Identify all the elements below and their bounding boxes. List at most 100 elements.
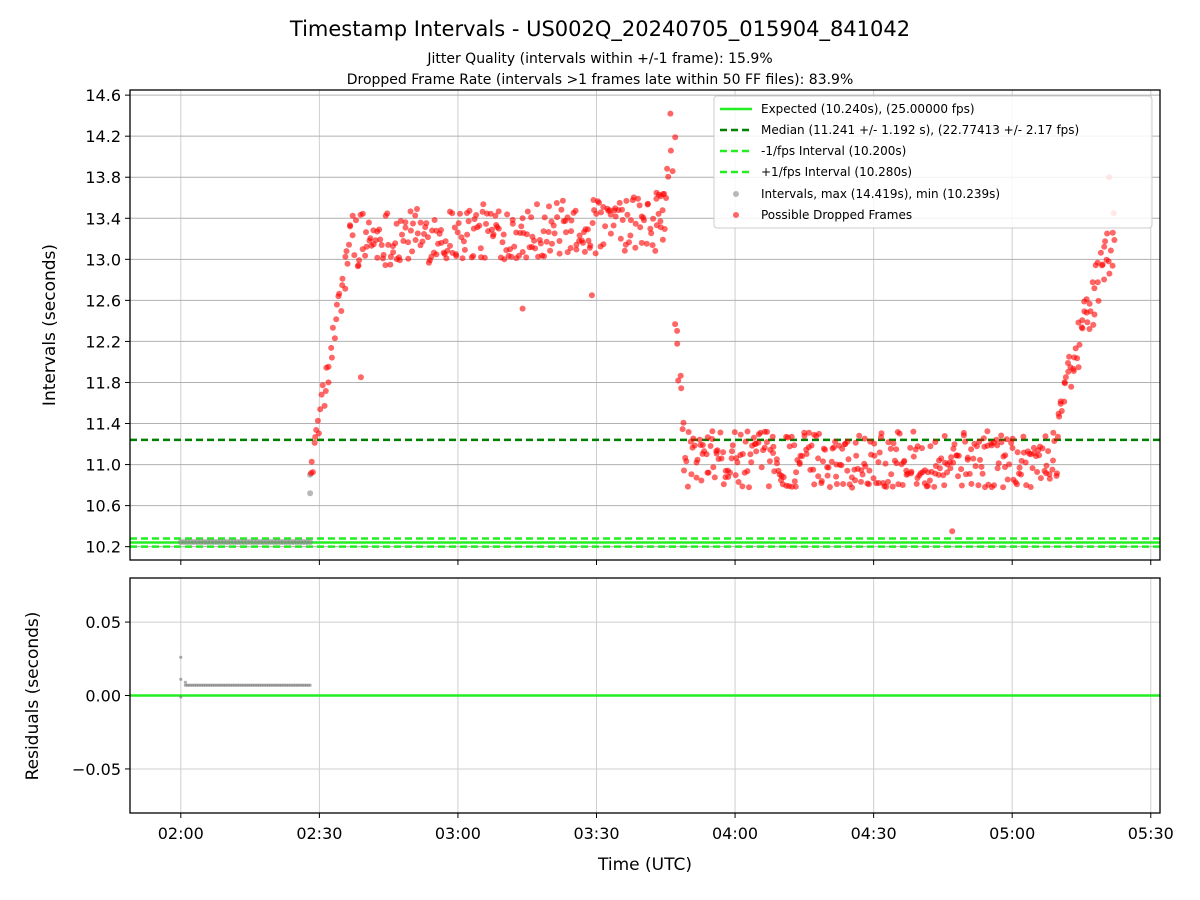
top-point-328 xyxy=(659,236,666,243)
top-point-495 xyxy=(845,456,852,463)
top-point-270 xyxy=(587,242,594,249)
top-point-394 xyxy=(731,429,738,436)
top-point-127 xyxy=(412,212,419,219)
top-point-177 xyxy=(473,212,480,218)
top-point-380 xyxy=(714,447,721,454)
top-point-302 xyxy=(627,217,634,224)
top-point-207 xyxy=(509,216,516,223)
top-point-500 xyxy=(852,439,859,446)
top-point-299 xyxy=(623,197,630,204)
top-point-566 xyxy=(926,477,933,484)
top-point-643 xyxy=(1014,449,1021,456)
top-point-133 xyxy=(419,238,426,245)
top-point-70 xyxy=(342,253,349,260)
bottom-y-tick-label-0: 0.05 xyxy=(85,613,121,632)
top-point-432 xyxy=(774,460,780,467)
top-point-340 xyxy=(669,168,676,175)
top-point-536 xyxy=(893,446,900,453)
top-point-548 xyxy=(907,444,914,451)
top-point-116 xyxy=(397,217,404,224)
top-point-130 xyxy=(414,230,421,237)
top-point-52 xyxy=(319,382,326,389)
top-point-100 xyxy=(378,242,385,248)
top-point-603 xyxy=(968,446,975,453)
top-point-471 xyxy=(818,478,825,484)
top-point-342 xyxy=(672,321,679,328)
top-point-624 xyxy=(993,436,1000,443)
top-point-362 xyxy=(694,456,701,463)
top-y-ticks: 10.2 10.6 11.0 11.4 11.8 12.2 12.6 13.0 13.4 13.8… xyxy=(85,86,130,557)
top-point-411 xyxy=(750,434,757,441)
top-point-136 xyxy=(423,220,430,227)
top-point-581 xyxy=(944,469,951,476)
top-point-679 xyxy=(1054,433,1061,440)
top-point-321 xyxy=(650,215,657,222)
top-point-452 xyxy=(796,461,803,467)
top-point-739 xyxy=(519,305,526,312)
top-point-62 xyxy=(333,316,340,323)
top-point-354 xyxy=(685,429,692,435)
top-point-422 xyxy=(764,428,770,435)
top-plot-frame xyxy=(129,89,1161,561)
top-point-709 xyxy=(1084,319,1091,326)
top-point-123 xyxy=(407,208,414,215)
top-point-724 xyxy=(1101,276,1108,283)
top-point-551 xyxy=(910,428,917,435)
top-point-712 xyxy=(1087,308,1094,315)
bottom-x-tick-label-1: 02:30 xyxy=(296,824,342,843)
top-point-485 xyxy=(833,481,840,487)
top-point-414 xyxy=(753,448,760,455)
top-point-189 xyxy=(488,226,495,233)
top-y-tick-label-1: 10.6 xyxy=(85,497,121,516)
top-point-346 xyxy=(677,372,684,379)
top-point-180 xyxy=(477,245,484,252)
top-point-205 xyxy=(508,253,515,260)
top-point-58 xyxy=(328,344,335,351)
top-point-391 xyxy=(728,455,735,462)
top-point-329 xyxy=(659,207,666,214)
top-point-245 xyxy=(556,250,563,257)
top-point-390 xyxy=(727,469,733,476)
legend-minus-fps-label: -1/fps Interval (10.200s) xyxy=(761,144,906,158)
top-point-586 xyxy=(950,459,957,466)
top-point-552 xyxy=(910,453,917,460)
top-point-479 xyxy=(828,458,835,465)
top-point-153 xyxy=(443,255,450,262)
top-point-231 xyxy=(540,228,547,235)
top-point-263 xyxy=(580,239,586,246)
top-point-534 xyxy=(890,440,897,447)
bottom-y-ticks: 0.05 0.00 −0.05 xyxy=(72,613,130,779)
top-point-129 xyxy=(414,206,420,212)
top-point-611 xyxy=(978,463,985,470)
top-point-68 xyxy=(339,275,346,282)
top-point-184 xyxy=(481,254,488,261)
top-point-170 xyxy=(464,231,471,238)
top-point-65 xyxy=(336,290,343,297)
top-point-725 xyxy=(1101,243,1108,250)
bottom-x-tick-label-0: 02:00 xyxy=(158,824,204,843)
top-point-89 xyxy=(365,219,372,226)
top-point-530 xyxy=(885,478,891,485)
top-point-261 xyxy=(576,232,583,239)
top-point-66 xyxy=(338,308,345,314)
top-point-733 xyxy=(1109,229,1116,236)
top-point-693 xyxy=(1068,383,1075,390)
top-point-282 xyxy=(602,223,609,230)
top-point-117 xyxy=(399,231,405,238)
top-point-638 xyxy=(1009,445,1016,451)
top-point-43 xyxy=(308,458,315,465)
top-point-77 xyxy=(349,212,356,219)
top-point-695 xyxy=(1070,368,1077,374)
top-point-301 xyxy=(626,239,632,246)
top-point-735 xyxy=(667,110,674,117)
top-point-504 xyxy=(856,432,863,439)
top-point-697 xyxy=(1072,345,1079,352)
top-point-369 xyxy=(703,451,710,458)
top-point-221 xyxy=(528,214,535,221)
top-point-330 xyxy=(661,226,668,232)
top-point-408 xyxy=(747,451,754,458)
top-point-172 xyxy=(466,207,473,214)
top-point-72 xyxy=(343,248,350,255)
top-point-715 xyxy=(1091,285,1098,292)
top-point-164 xyxy=(457,210,463,217)
